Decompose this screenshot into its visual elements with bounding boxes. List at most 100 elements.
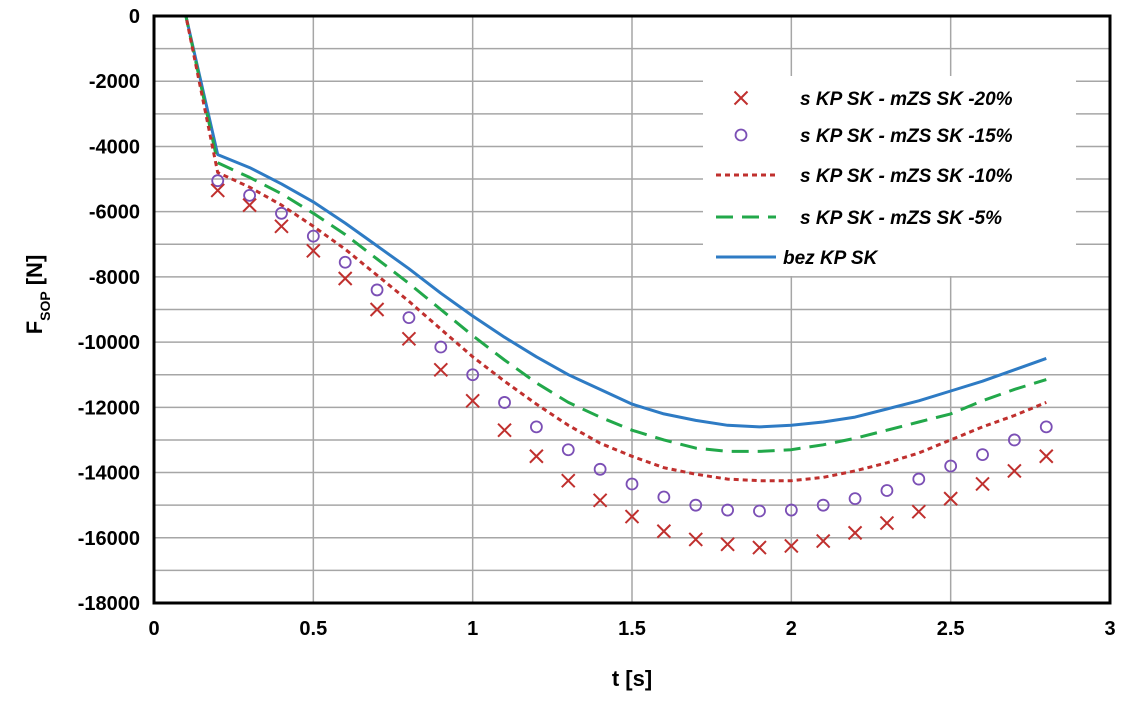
legend: s KP SK - mZS SK -20% s KP SK - mZS SK -1… <box>703 76 1076 276</box>
data-point-x-marker <box>369 302 385 317</box>
y-axis-title-main: F <box>22 321 47 334</box>
y-tick-label: -14000 <box>78 463 140 485</box>
series-4 <box>154 14 1047 453</box>
y-tick-label: 0 <box>129 6 140 28</box>
data-point-circle-marker <box>275 206 288 220</box>
legend-item: s KP SK - mZS SK -5% <box>716 208 1002 229</box>
y-axis-title-unit: [N] <box>22 255 47 286</box>
data-point-circle-marker <box>211 174 225 188</box>
legend-label: s KP SK - mZS SK -5% <box>800 208 1002 229</box>
data-point-x-marker <box>688 532 703 547</box>
data-point-circle-marker <box>816 498 830 512</box>
data-point-circle-marker <box>753 504 766 518</box>
series-1 <box>210 183 1054 555</box>
series-line <box>154 14 1047 453</box>
x-tick-label: 0 <box>148 618 159 640</box>
data-point-circle-marker <box>561 443 575 457</box>
x-tick-label: 0.5 <box>299 618 327 640</box>
legend-item: s KP SK - mZS SK -10% <box>716 166 1013 187</box>
y-axis-title-sub: SOP <box>37 291 53 321</box>
data-point-circle-marker <box>306 229 320 243</box>
data-point-circle-marker <box>1039 420 1053 434</box>
legend-item: s KP SK - mZS SK -15% <box>734 126 1013 147</box>
x-tick-label: 1.5 <box>618 618 646 640</box>
data-point-circle-marker <box>976 448 989 462</box>
series-2 <box>211 174 1053 518</box>
series-layer <box>154 14 1054 555</box>
plot-area-frame <box>152 14 1112 605</box>
data-point-circle-marker <box>784 503 798 517</box>
data-point-x-marker <box>975 476 990 492</box>
data-point-circle-marker <box>625 477 639 491</box>
legend-label: s KP SK - mZS SK -15% <box>800 126 1013 147</box>
y-tick-label: -6000 <box>89 202 140 224</box>
legend-label: bez KP SK <box>783 248 879 269</box>
data-point-circle-marker <box>498 396 511 409</box>
data-point-x-marker <box>879 515 895 531</box>
data-point-x-marker <box>465 393 480 409</box>
data-point-circle-marker <box>402 311 416 325</box>
series-line <box>154 14 1047 429</box>
y-tick-label: -8000 <box>89 267 140 289</box>
data-point-circle-marker <box>466 368 480 382</box>
y-tick-label: -10000 <box>78 332 140 354</box>
data-point-x-marker <box>752 540 767 555</box>
data-point-x-marker <box>911 504 927 519</box>
legend-item: s KP SK - mZS SK -20% <box>733 89 1013 110</box>
series-5 <box>154 14 1047 429</box>
data-point-x-marker <box>1039 449 1054 464</box>
data-point-x-marker <box>1007 463 1022 479</box>
data-point-x-marker <box>274 219 289 234</box>
data-point-circle-marker <box>338 255 352 269</box>
data-point-x-marker <box>210 183 225 198</box>
series-3 <box>154 14 1047 483</box>
data-point-circle-marker <box>880 484 894 497</box>
data-point-x-marker <box>401 331 417 347</box>
data-point-x-marker <box>733 90 749 106</box>
series-line <box>154 14 1047 483</box>
legend-item: bez KP SK <box>716 248 879 269</box>
x-tick-label: 2.5 <box>937 618 965 640</box>
data-point-circle-marker <box>593 462 607 476</box>
data-point-x-marker <box>815 533 831 549</box>
data-point-circle-marker <box>944 459 958 473</box>
data-point-circle-marker <box>721 503 734 517</box>
data-point-circle-marker <box>434 340 448 354</box>
data-point-x-marker <box>943 491 958 506</box>
data-point-x-marker <box>592 493 608 508</box>
data-point-x-marker <box>656 524 672 539</box>
data-point-x-marker <box>784 538 799 554</box>
data-point-x-marker <box>497 422 512 438</box>
data-point-x-marker <box>242 197 257 213</box>
data-point-x-marker <box>847 525 863 541</box>
data-point-circle-marker <box>370 283 384 297</box>
data-point-circle-marker <box>734 128 748 142</box>
data-point-circle-marker <box>689 498 703 512</box>
legend-label: s KP SK - mZS SK -10% <box>800 166 1013 187</box>
data-point-x-marker <box>624 509 640 524</box>
y-axis-title: FSOP [N] <box>22 255 53 335</box>
data-point-circle-marker <box>1008 433 1021 447</box>
y-tick-label: -4000 <box>89 136 140 158</box>
y-tick-label: -16000 <box>78 528 140 550</box>
x-axis-title: t [s] <box>612 666 652 691</box>
data-point-x-marker <box>720 537 735 552</box>
x-tick-label: 1 <box>467 618 478 640</box>
data-point-circle-marker <box>243 188 257 202</box>
y-tick-label: -18000 <box>78 593 140 615</box>
axis-ticks: 0 0.5 1 1.5 2 2.5 3 0 -2000 -4000 -6000 -8000 -10000… <box>78 6 1116 640</box>
y-tick-label: -2000 <box>89 71 140 93</box>
data-point-circle-marker <box>912 472 926 486</box>
data-point-circle-marker <box>530 420 543 434</box>
data-point-x-marker <box>529 449 544 464</box>
data-point-circle-marker <box>657 490 671 504</box>
y-tick-label: -12000 <box>78 397 140 419</box>
legend-label: s KP SK - mZS SK -20% <box>800 89 1013 110</box>
data-point-x-marker <box>433 362 449 378</box>
x-tick-label: 2 <box>786 618 797 640</box>
data-point-x-marker <box>306 243 321 259</box>
data-point-x-marker <box>337 271 353 286</box>
data-point-circle-marker <box>848 492 862 506</box>
data-point-x-marker <box>561 473 576 488</box>
